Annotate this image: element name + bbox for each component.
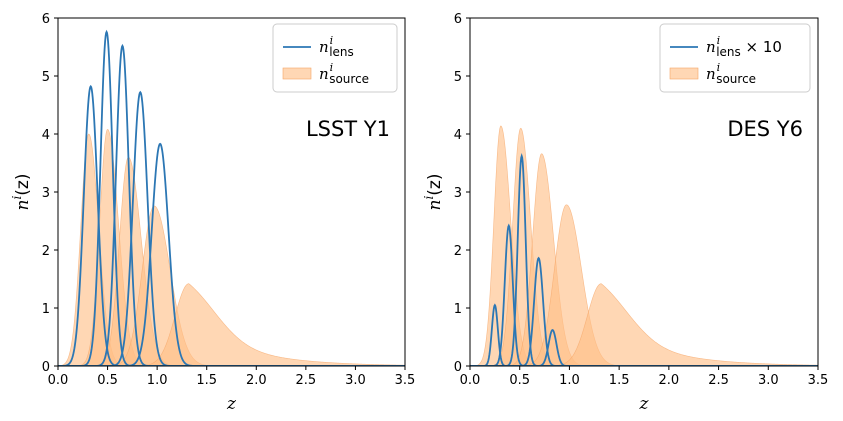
legend-source-swatch <box>669 67 699 80</box>
y-label-base: n <box>13 200 33 211</box>
panel-annotation: LSST Y1 <box>306 117 390 141</box>
y-label-sup: i <box>10 196 24 200</box>
legend-lens-sub: lens <box>329 45 354 59</box>
legend-lens-sup: i <box>717 34 721 47</box>
y-tick-label: 1 <box>454 302 462 317</box>
x-tick-label: 2.5 <box>708 373 729 388</box>
legend-lens-sub: lens <box>716 45 741 59</box>
source-bin-4 <box>470 204 818 366</box>
legend-source-label: ni source <box>706 61 756 86</box>
y-label-rest: (z) <box>425 174 445 196</box>
y-tick-label: 1 <box>42 302 50 317</box>
x-tick-label: 0.0 <box>460 373 481 388</box>
legend-lens-suffix: × 10 <box>741 38 782 56</box>
y-tick-label: 0 <box>42 360 50 375</box>
y-tick-label: 4 <box>42 128 50 143</box>
y-axis-label: ni(z) <box>10 174 33 211</box>
y-tick-label: 4 <box>454 128 462 143</box>
lens-bin-2 <box>58 29 405 366</box>
y-tick-label: 5 <box>454 70 462 85</box>
y-axis-label: ni(z) <box>422 174 445 211</box>
legend-source-sup: i <box>330 61 334 74</box>
x-tick-label: 0.5 <box>509 373 530 388</box>
lens-bin-3 <box>470 152 818 366</box>
legend-lens-base: n <box>706 38 716 56</box>
legend-source-base: n <box>706 65 716 83</box>
legend-source-sub: source <box>329 72 369 86</box>
legend-source-sub: source <box>716 72 756 86</box>
x-tick-label: 1.5 <box>196 373 217 388</box>
legend-source-label: ni source <box>319 61 369 86</box>
legend-source-base: n <box>319 65 329 83</box>
y-tick-label: 3 <box>42 186 50 201</box>
legend-lens-label: ni lens × 10 <box>706 34 782 59</box>
x-tick-label: 3.5 <box>808 373 829 388</box>
x-tick-label: 2.0 <box>659 373 680 388</box>
legend-source-swatch <box>282 67 312 80</box>
y-label-sup: i <box>422 196 436 200</box>
y-tick-label: 6 <box>454 12 462 27</box>
x-tick-label: 2.5 <box>296 373 317 388</box>
x-tick-label: 2.0 <box>246 373 267 388</box>
y-tick-label: 6 <box>42 12 50 27</box>
legend-source-sup: i <box>717 61 721 74</box>
y-tick-label: 5 <box>42 70 50 85</box>
source-bin-5 <box>58 283 405 366</box>
x-tick-label: 3.5 <box>395 373 416 388</box>
legend-lens-sup: i <box>330 34 334 47</box>
x-tick-label: 3.0 <box>345 373 366 388</box>
lens-bin-3 <box>58 43 405 366</box>
chart-panel-1: 0.0 0.5 1.0 1.5 2.0 2.5 3.0 3.50123456zni(z)LSS… <box>10 12 415 414</box>
y-tick-label: 2 <box>454 244 462 259</box>
x-tick-label: 1.5 <box>609 373 630 388</box>
y-tick-label: 3 <box>454 186 462 201</box>
plot-area <box>470 125 818 366</box>
y-label-rest: (z) <box>13 174 33 196</box>
source-bin-2 <box>470 127 818 366</box>
legend-lens-base: n <box>319 38 329 56</box>
source-bin-2 <box>58 129 405 366</box>
lens-bin-4 <box>470 256 818 366</box>
panel-annotation: DES Y6 <box>727 117 803 141</box>
legend-lens-label: ni lens <box>319 34 354 59</box>
x-tick-label: 0.5 <box>97 373 118 388</box>
x-axis-label: z <box>226 394 237 414</box>
x-tick-label: 3.0 <box>758 373 779 388</box>
y-tick-label: 0 <box>454 360 462 375</box>
x-axis-label: z <box>639 394 650 414</box>
source-bin-5 <box>470 283 818 366</box>
x-tick-label: 0.0 <box>48 373 69 388</box>
y-tick-label: 2 <box>42 244 50 259</box>
lens-bin-4 <box>58 90 405 366</box>
chart-panel-2: 0.0 0.5 1.0 1.5 2.0 2.5 3.0 3.50123456zni(z)DES… <box>422 12 828 414</box>
x-tick-label: 1.0 <box>559 373 580 388</box>
x-tick-label: 1.0 <box>147 373 168 388</box>
y-label-base: n <box>425 200 445 211</box>
